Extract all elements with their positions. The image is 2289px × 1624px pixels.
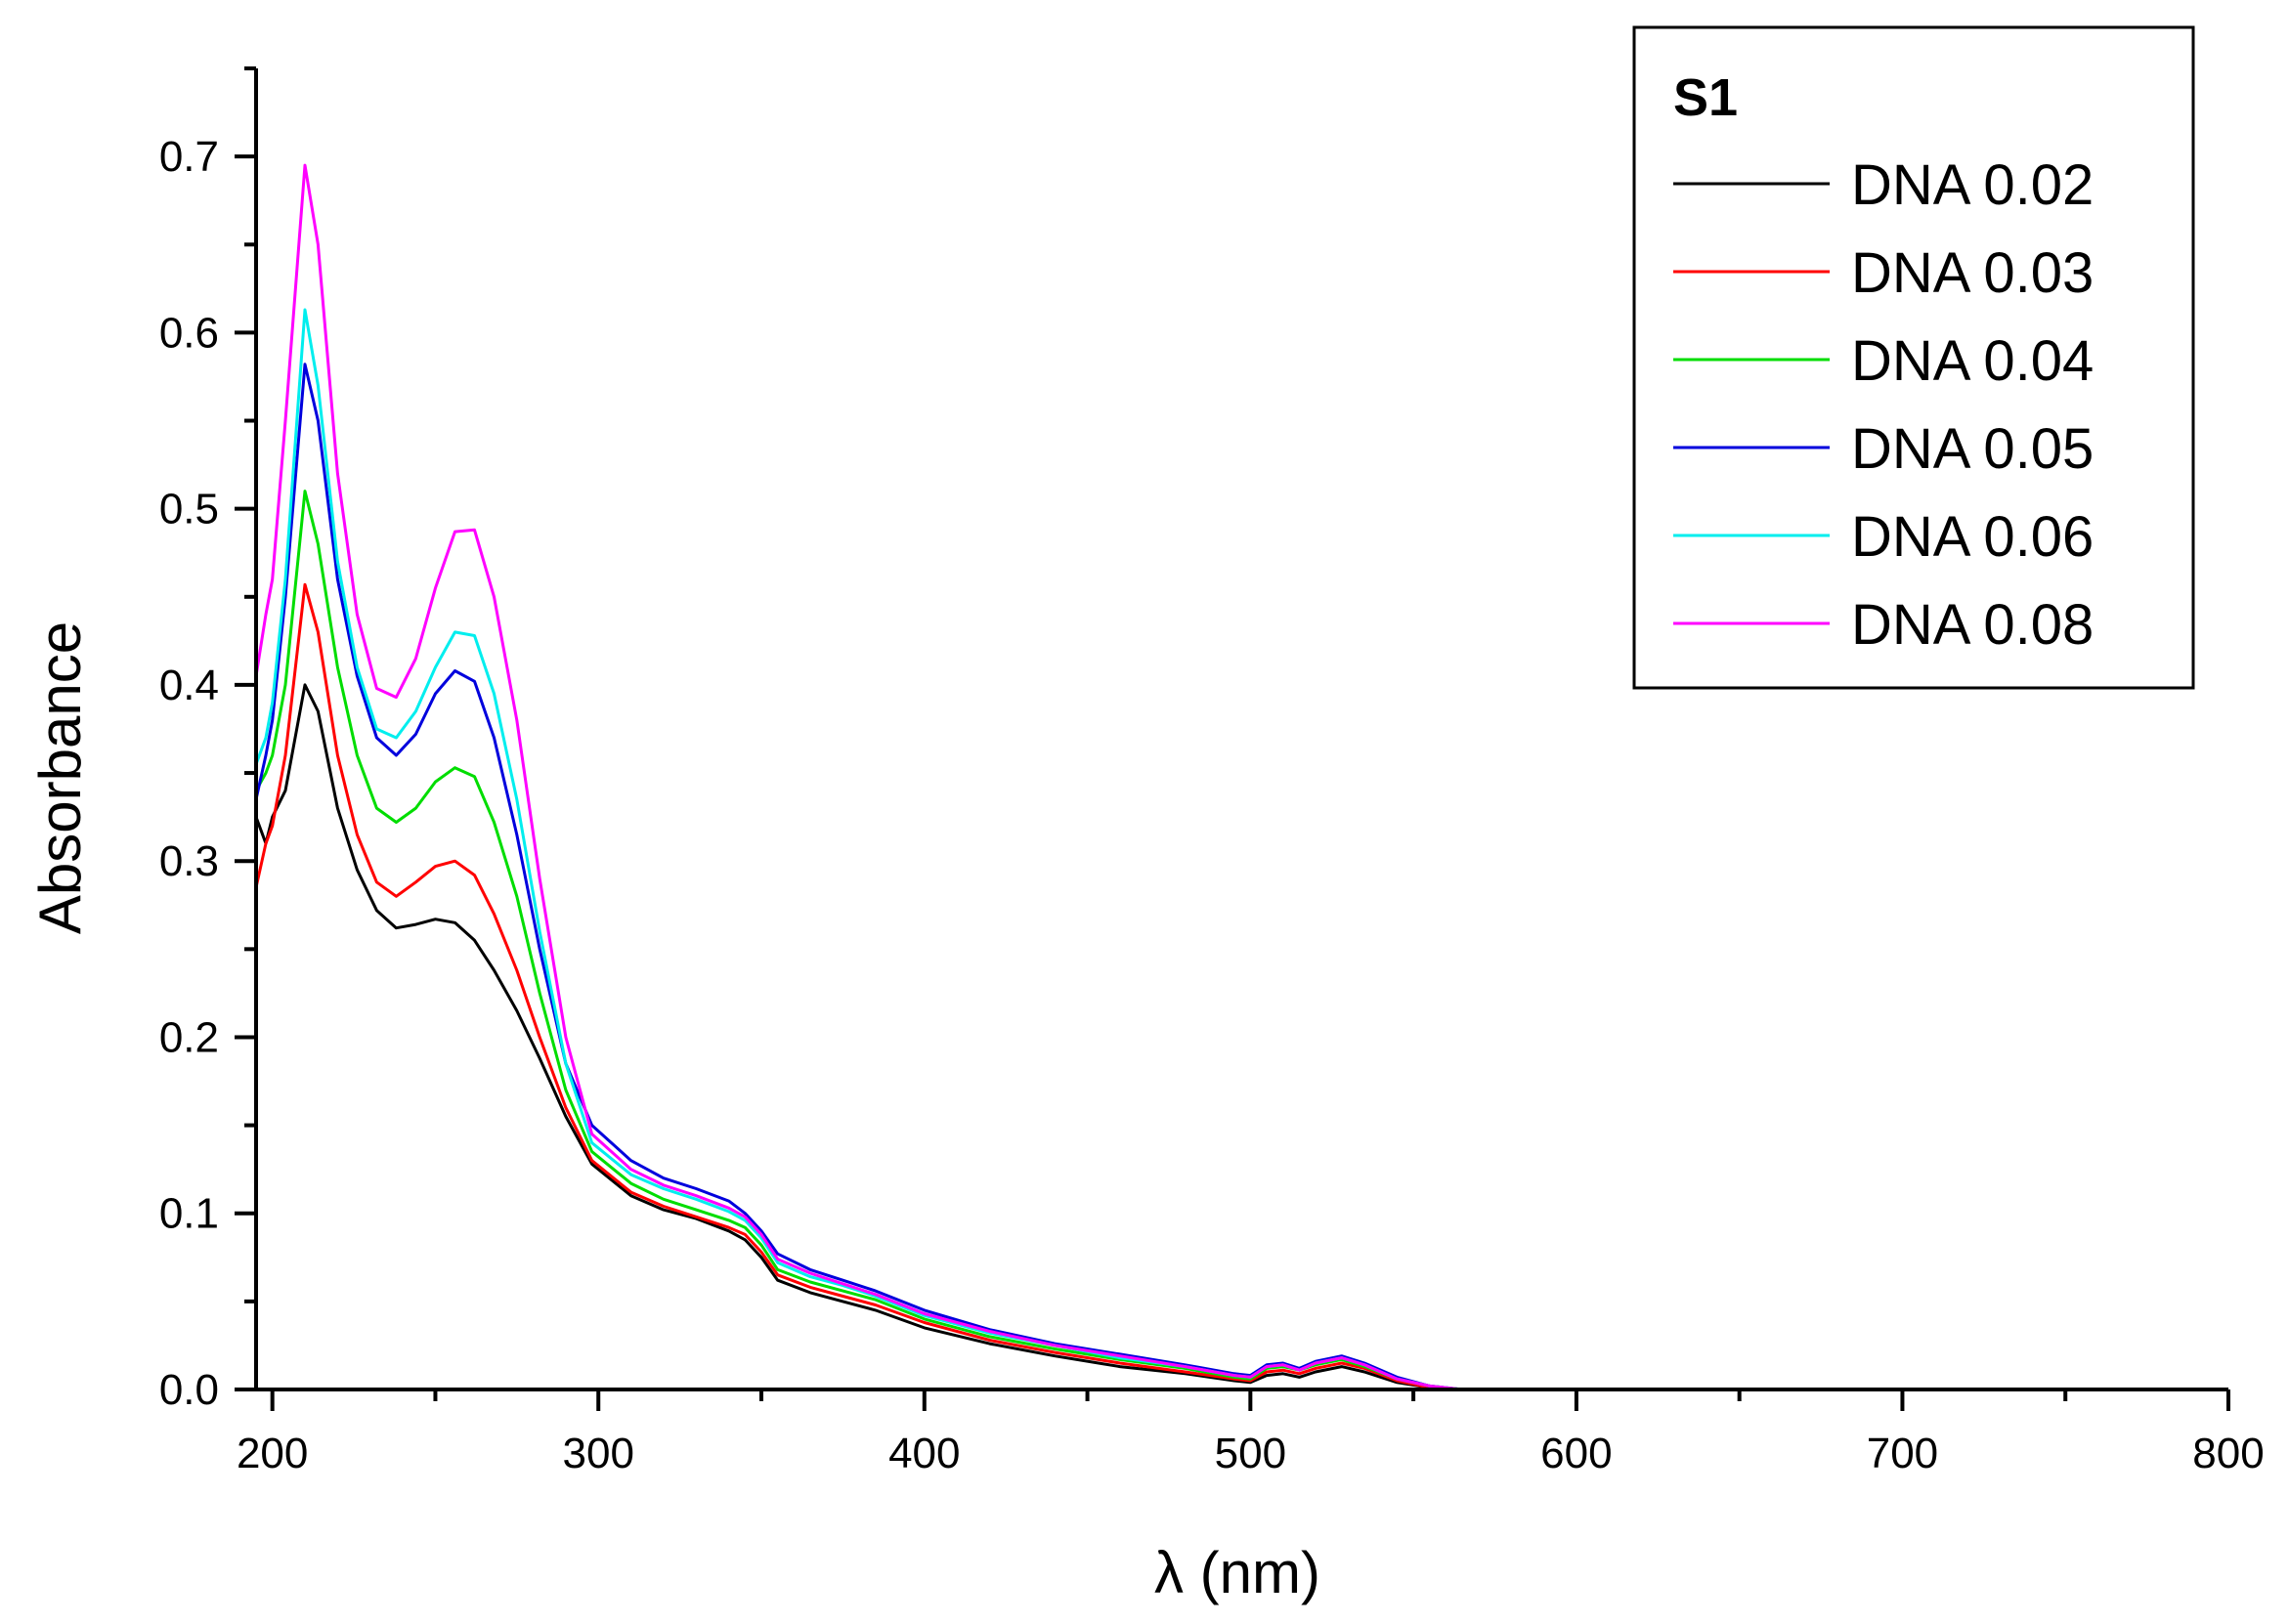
legend-label: DNA 0.06 [1851,505,2094,569]
x-tick-label: 500 [1215,1430,1286,1477]
x-tick-label: 200 [237,1430,308,1477]
y-tick-label: 0.7 [159,133,219,181]
y-axis-title: Absorbance [27,621,93,934]
series-line-dna-0-02 [254,683,2228,1391]
y-tick-label: 0.3 [159,837,219,885]
y-tick-label: 0.5 [159,486,219,534]
legend-label: DNA 0.04 [1851,329,2094,393]
y-tick-label: 0.6 [159,309,219,357]
legend-box [1632,25,2195,690]
y-tick-label: 0.2 [159,1013,219,1061]
x-tick-label: 400 [888,1430,960,1477]
axes-layer: 200 300 400 500 600 700 800 0.0 0.1 0.2 0.3 0.4 0.5 0… [27,66,2265,1605]
legend-label: DNA 0.02 [1851,153,2094,217]
legend-label: DNA 0.08 [1851,593,2094,657]
series-line-dna-0-04 [254,490,2228,1391]
x-tick-label: 600 [1540,1430,1612,1477]
legend: S1 DNA 0.02 DNA 0.03 DNA 0.04 DNA 0.05 DNA 0.… [1632,25,2195,690]
x-tick-label: 700 [1867,1430,1938,1477]
x-tick-label: 800 [2192,1430,2264,1477]
legend-label: DNA 0.05 [1851,417,2094,481]
series-line-dna-0-05 [254,363,2228,1391]
legend-title: S1 [1673,68,1738,127]
x-axis-title: λ (nm) [1154,1540,1320,1605]
series-layer [254,163,2228,1391]
x-tick-label: 300 [563,1430,634,1477]
legend-label: DNA 0.03 [1851,241,2094,305]
y-tick-label: 0.4 [159,662,219,709]
y-tick-label: 0.1 [159,1190,219,1238]
series-line-dna-0-03 [254,582,2228,1391]
series-line-dna-0-08 [254,163,2228,1391]
y-tick-label: 0.0 [159,1366,219,1414]
